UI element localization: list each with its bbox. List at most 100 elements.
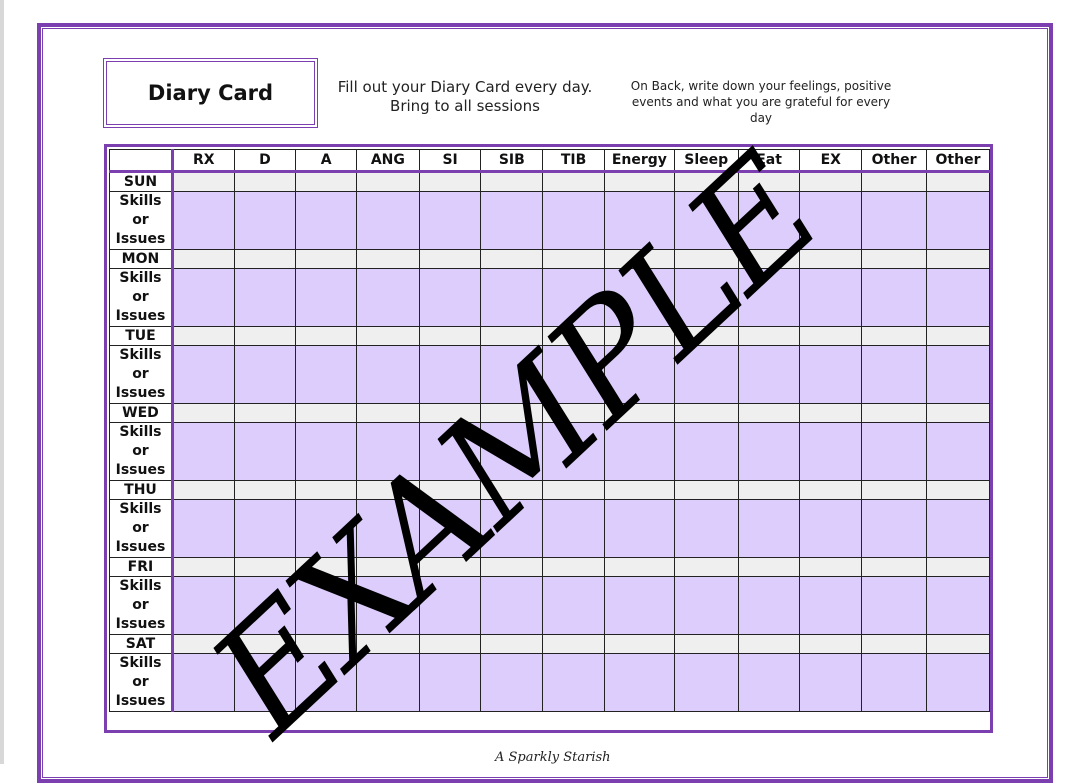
day-cell[interactable] bbox=[673, 249, 739, 269]
skills-cell[interactable] bbox=[799, 345, 863, 404]
day-cell[interactable] bbox=[673, 171, 739, 192]
day-cell[interactable] bbox=[603, 171, 675, 192]
day-cell[interactable] bbox=[673, 634, 739, 654]
day-cell[interactable] bbox=[355, 634, 420, 654]
skills-cell[interactable] bbox=[926, 268, 990, 327]
skills-cell[interactable] bbox=[171, 499, 235, 558]
skills-cell[interactable] bbox=[418, 576, 482, 635]
day-cell[interactable] bbox=[233, 171, 297, 192]
skills-cell[interactable] bbox=[171, 653, 235, 712]
skills-cell[interactable] bbox=[799, 268, 863, 327]
skills-cell[interactable] bbox=[355, 268, 420, 327]
skills-cell[interactable] bbox=[603, 576, 675, 635]
day-cell[interactable] bbox=[418, 634, 482, 654]
skills-cell[interactable] bbox=[799, 576, 863, 635]
skills-cell[interactable] bbox=[603, 653, 675, 712]
skills-cell[interactable] bbox=[171, 191, 235, 250]
skills-cell[interactable] bbox=[673, 191, 739, 250]
day-cell[interactable] bbox=[171, 171, 235, 192]
skills-cell[interactable] bbox=[673, 653, 739, 712]
skills-cell[interactable] bbox=[542, 653, 605, 712]
day-cell[interactable] bbox=[861, 326, 928, 346]
skills-cell[interactable] bbox=[861, 576, 928, 635]
day-cell[interactable] bbox=[926, 634, 990, 654]
day-cell[interactable] bbox=[737, 634, 801, 654]
day-cell[interactable] bbox=[480, 171, 544, 192]
day-cell[interactable] bbox=[603, 326, 675, 346]
skills-cell[interactable] bbox=[171, 422, 235, 481]
skills-cell[interactable] bbox=[799, 653, 863, 712]
skills-cell[interactable] bbox=[603, 345, 675, 404]
skills-cell[interactable] bbox=[418, 345, 482, 404]
day-cell[interactable] bbox=[926, 480, 990, 500]
day-cell[interactable] bbox=[418, 326, 482, 346]
day-cell[interactable] bbox=[480, 403, 544, 423]
skills-cell[interactable] bbox=[861, 268, 928, 327]
skills-cell[interactable] bbox=[673, 576, 739, 635]
day-cell[interactable] bbox=[480, 326, 544, 346]
day-cell[interactable] bbox=[926, 326, 990, 346]
day-cell[interactable] bbox=[233, 249, 297, 269]
skills-cell[interactable] bbox=[233, 268, 297, 327]
day-cell[interactable] bbox=[295, 403, 357, 423]
day-cell[interactable] bbox=[418, 171, 482, 192]
day-cell[interactable] bbox=[355, 403, 420, 423]
skills-cell[interactable] bbox=[233, 345, 297, 404]
skills-cell[interactable] bbox=[355, 576, 420, 635]
day-cell[interactable] bbox=[355, 480, 420, 500]
day-cell[interactable] bbox=[861, 480, 928, 500]
day-cell[interactable] bbox=[737, 171, 801, 192]
day-cell[interactable] bbox=[355, 326, 420, 346]
skills-cell[interactable] bbox=[355, 422, 420, 481]
day-cell[interactable] bbox=[355, 557, 420, 577]
day-cell[interactable] bbox=[480, 634, 544, 654]
skills-cell[interactable] bbox=[233, 191, 297, 250]
day-cell[interactable] bbox=[603, 557, 675, 577]
skills-cell[interactable] bbox=[861, 422, 928, 481]
skills-cell[interactable] bbox=[233, 653, 297, 712]
skills-cell[interactable] bbox=[861, 499, 928, 558]
skills-cell[interactable] bbox=[861, 653, 928, 712]
skills-cell[interactable] bbox=[542, 191, 605, 250]
day-cell[interactable] bbox=[233, 403, 297, 423]
day-cell[interactable] bbox=[603, 403, 675, 423]
skills-cell[interactable] bbox=[355, 191, 420, 250]
day-cell[interactable] bbox=[295, 249, 357, 269]
skills-cell[interactable] bbox=[295, 576, 357, 635]
skills-cell[interactable] bbox=[480, 268, 544, 327]
day-cell[interactable] bbox=[295, 326, 357, 346]
skills-cell[interactable] bbox=[418, 422, 482, 481]
skills-cell[interactable] bbox=[480, 653, 544, 712]
skills-cell[interactable] bbox=[233, 499, 297, 558]
day-cell[interactable] bbox=[861, 171, 928, 192]
day-cell[interactable] bbox=[171, 557, 235, 577]
day-cell[interactable] bbox=[799, 326, 863, 346]
day-cell[interactable] bbox=[542, 249, 605, 269]
skills-cell[interactable] bbox=[673, 499, 739, 558]
skills-cell[interactable] bbox=[737, 191, 801, 250]
skills-cell[interactable] bbox=[480, 345, 544, 404]
day-cell[interactable] bbox=[480, 557, 544, 577]
day-cell[interactable] bbox=[171, 403, 235, 423]
skills-cell[interactable] bbox=[861, 345, 928, 404]
day-cell[interactable] bbox=[603, 249, 675, 269]
day-cell[interactable] bbox=[673, 480, 739, 500]
day-cell[interactable] bbox=[295, 171, 357, 192]
skills-cell[interactable] bbox=[737, 345, 801, 404]
skills-cell[interactable] bbox=[295, 345, 357, 404]
skills-cell[interactable] bbox=[480, 499, 544, 558]
day-cell[interactable] bbox=[737, 326, 801, 346]
skills-cell[interactable] bbox=[737, 422, 801, 481]
skills-cell[interactable] bbox=[171, 576, 235, 635]
skills-cell[interactable] bbox=[542, 345, 605, 404]
skills-cell[interactable] bbox=[295, 499, 357, 558]
day-cell[interactable] bbox=[542, 634, 605, 654]
day-cell[interactable] bbox=[926, 171, 990, 192]
day-cell[interactable] bbox=[799, 171, 863, 192]
day-cell[interactable] bbox=[295, 557, 357, 577]
day-cell[interactable] bbox=[418, 557, 482, 577]
day-cell[interactable] bbox=[799, 480, 863, 500]
day-cell[interactable] bbox=[673, 403, 739, 423]
skills-cell[interactable] bbox=[926, 345, 990, 404]
day-cell[interactable] bbox=[418, 249, 482, 269]
